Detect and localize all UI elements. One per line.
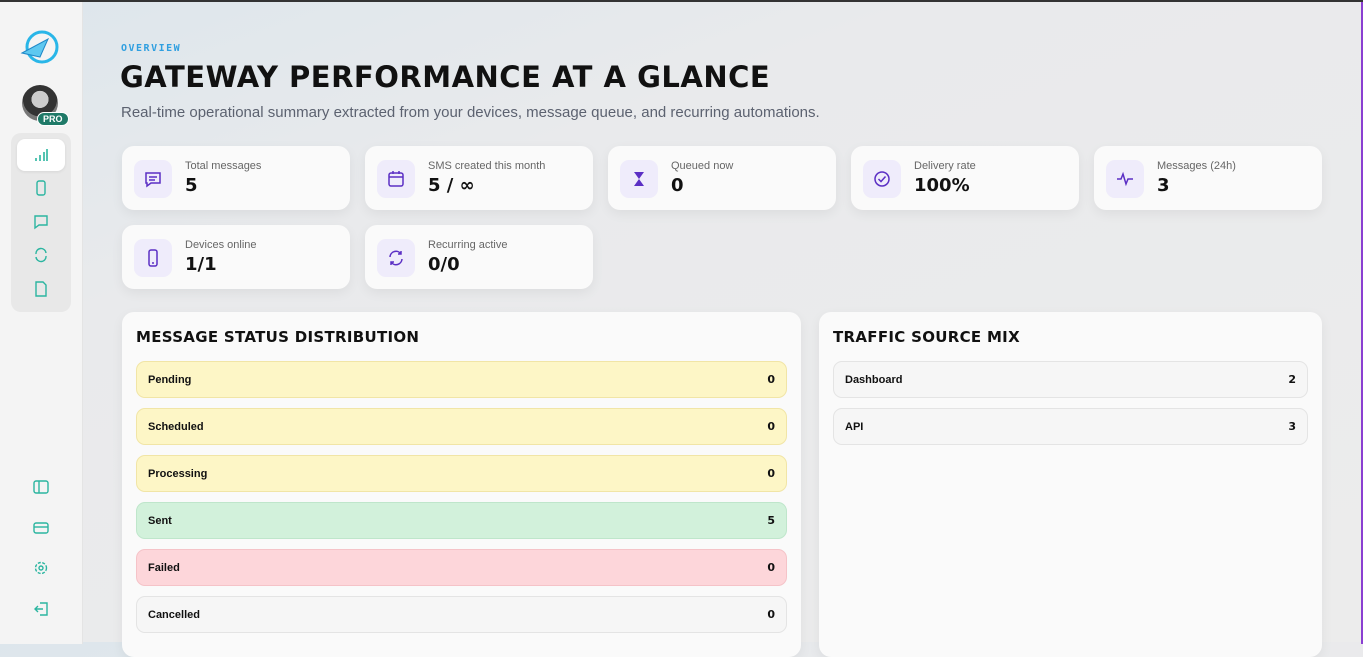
row-value: 0 <box>767 561 775 574</box>
stat-card: Recurring active 0/0 <box>365 225 593 289</box>
icon <box>388 171 404 187</box>
stat-icon <box>863 160 901 198</box>
icon <box>1117 171 1133 187</box>
stat-label: Recurring active <box>428 239 508 251</box>
stat-icon <box>134 239 172 277</box>
logo[interactable] <box>18 27 62 69</box>
row-label: Cancelled <box>148 609 200 621</box>
row-label: API <box>845 421 864 433</box>
nav-logout[interactable] <box>28 596 54 622</box>
row-value: 5 <box>767 514 775 527</box>
row-value: 0 <box>767 608 775 621</box>
row-label: Failed <box>148 562 180 574</box>
row-label: Pending <box>148 374 192 386</box>
nav-panel[interactable] <box>28 474 54 500</box>
panel: TRAFFIC SOURCE MIX Dashboard 2 API 3 <box>819 312 1322 657</box>
stat-label: SMS created this month <box>428 160 546 172</box>
row-label: Sent <box>148 515 172 527</box>
row-label: Scheduled <box>148 421 204 433</box>
status-row: Scheduled 0 <box>136 408 787 445</box>
stat-value: 3 <box>1157 175 1170 196</box>
nav-overview[interactable] <box>17 139 65 171</box>
eyebrow: OVERVIEW <box>121 43 182 54</box>
pro-badge: PRO <box>37 112 69 126</box>
page-subtitle: Real-time operational summary extracted … <box>121 104 820 121</box>
panel-title: TRAFFIC SOURCE MIX <box>833 328 1020 346</box>
sidebar: PRO <box>0 2 83 644</box>
stat-card: Devices online 1/1 <box>122 225 350 289</box>
stat-label: Total messages <box>185 160 262 172</box>
icon <box>874 171 890 187</box>
row-value: 3 <box>1288 420 1296 433</box>
status-row: API 3 <box>833 408 1308 445</box>
stat-card: SMS created this month 5 / ∞ <box>365 146 593 210</box>
stat-label: Devices online <box>185 239 257 251</box>
status-row: Processing 0 <box>136 455 787 492</box>
stat-value: 5 / ∞ <box>428 175 475 196</box>
stat-value: 0/0 <box>428 254 460 275</box>
row-value: 0 <box>767 373 775 386</box>
stat-icon <box>134 160 172 198</box>
stat-icon <box>377 160 415 198</box>
row-value: 2 <box>1288 373 1296 386</box>
status-row: Failed 0 <box>136 549 787 586</box>
nav-devices[interactable] <box>17 172 65 204</box>
stat-card: Messages (24h) 3 <box>1094 146 1322 210</box>
nav-billing[interactable] <box>28 515 54 541</box>
status-row: Dashboard 2 <box>833 361 1308 398</box>
nav-group <box>11 133 71 312</box>
row-label: Dashboard <box>845 374 903 386</box>
stat-value: 0 <box>671 175 684 196</box>
row-value: 0 <box>767 420 775 433</box>
stat-icon <box>1106 160 1144 198</box>
stat-card: Queued now 0 <box>608 146 836 210</box>
nav-messages[interactable] <box>17 206 65 238</box>
window-edge <box>1361 2 1363 644</box>
nav-settings[interactable] <box>28 555 54 581</box>
stat-card: Total messages 5 <box>122 146 350 210</box>
row-value: 0 <box>767 467 775 480</box>
nav-docs[interactable] <box>17 273 65 305</box>
stat-value: 1/1 <box>185 254 217 275</box>
row-label: Processing <box>148 468 208 480</box>
status-row: Pending 0 <box>136 361 787 398</box>
status-row: Sent 5 <box>136 502 787 539</box>
page-title: GATEWAY PERFORMANCE AT A GLANCE <box>120 60 771 94</box>
icon <box>148 249 158 267</box>
stat-icon <box>620 160 658 198</box>
stat-icon <box>377 239 415 277</box>
panel: MESSAGE STATUS DISTRIBUTION Pending 0 Sched… <box>122 312 801 657</box>
icon <box>145 172 161 188</box>
nav-recurring[interactable] <box>17 239 65 271</box>
stat-label: Delivery rate <box>914 160 976 172</box>
panel-title: MESSAGE STATUS DISTRIBUTION <box>136 328 420 346</box>
icon <box>389 250 403 266</box>
stat-card: Delivery rate 100% <box>851 146 1079 210</box>
status-row: Cancelled 0 <box>136 596 787 633</box>
stat-value: 100% <box>914 175 970 196</box>
stat-label: Messages (24h) <box>1157 160 1236 172</box>
stat-label: Queued now <box>671 160 734 172</box>
icon <box>634 172 644 186</box>
stat-value: 5 <box>185 175 198 196</box>
